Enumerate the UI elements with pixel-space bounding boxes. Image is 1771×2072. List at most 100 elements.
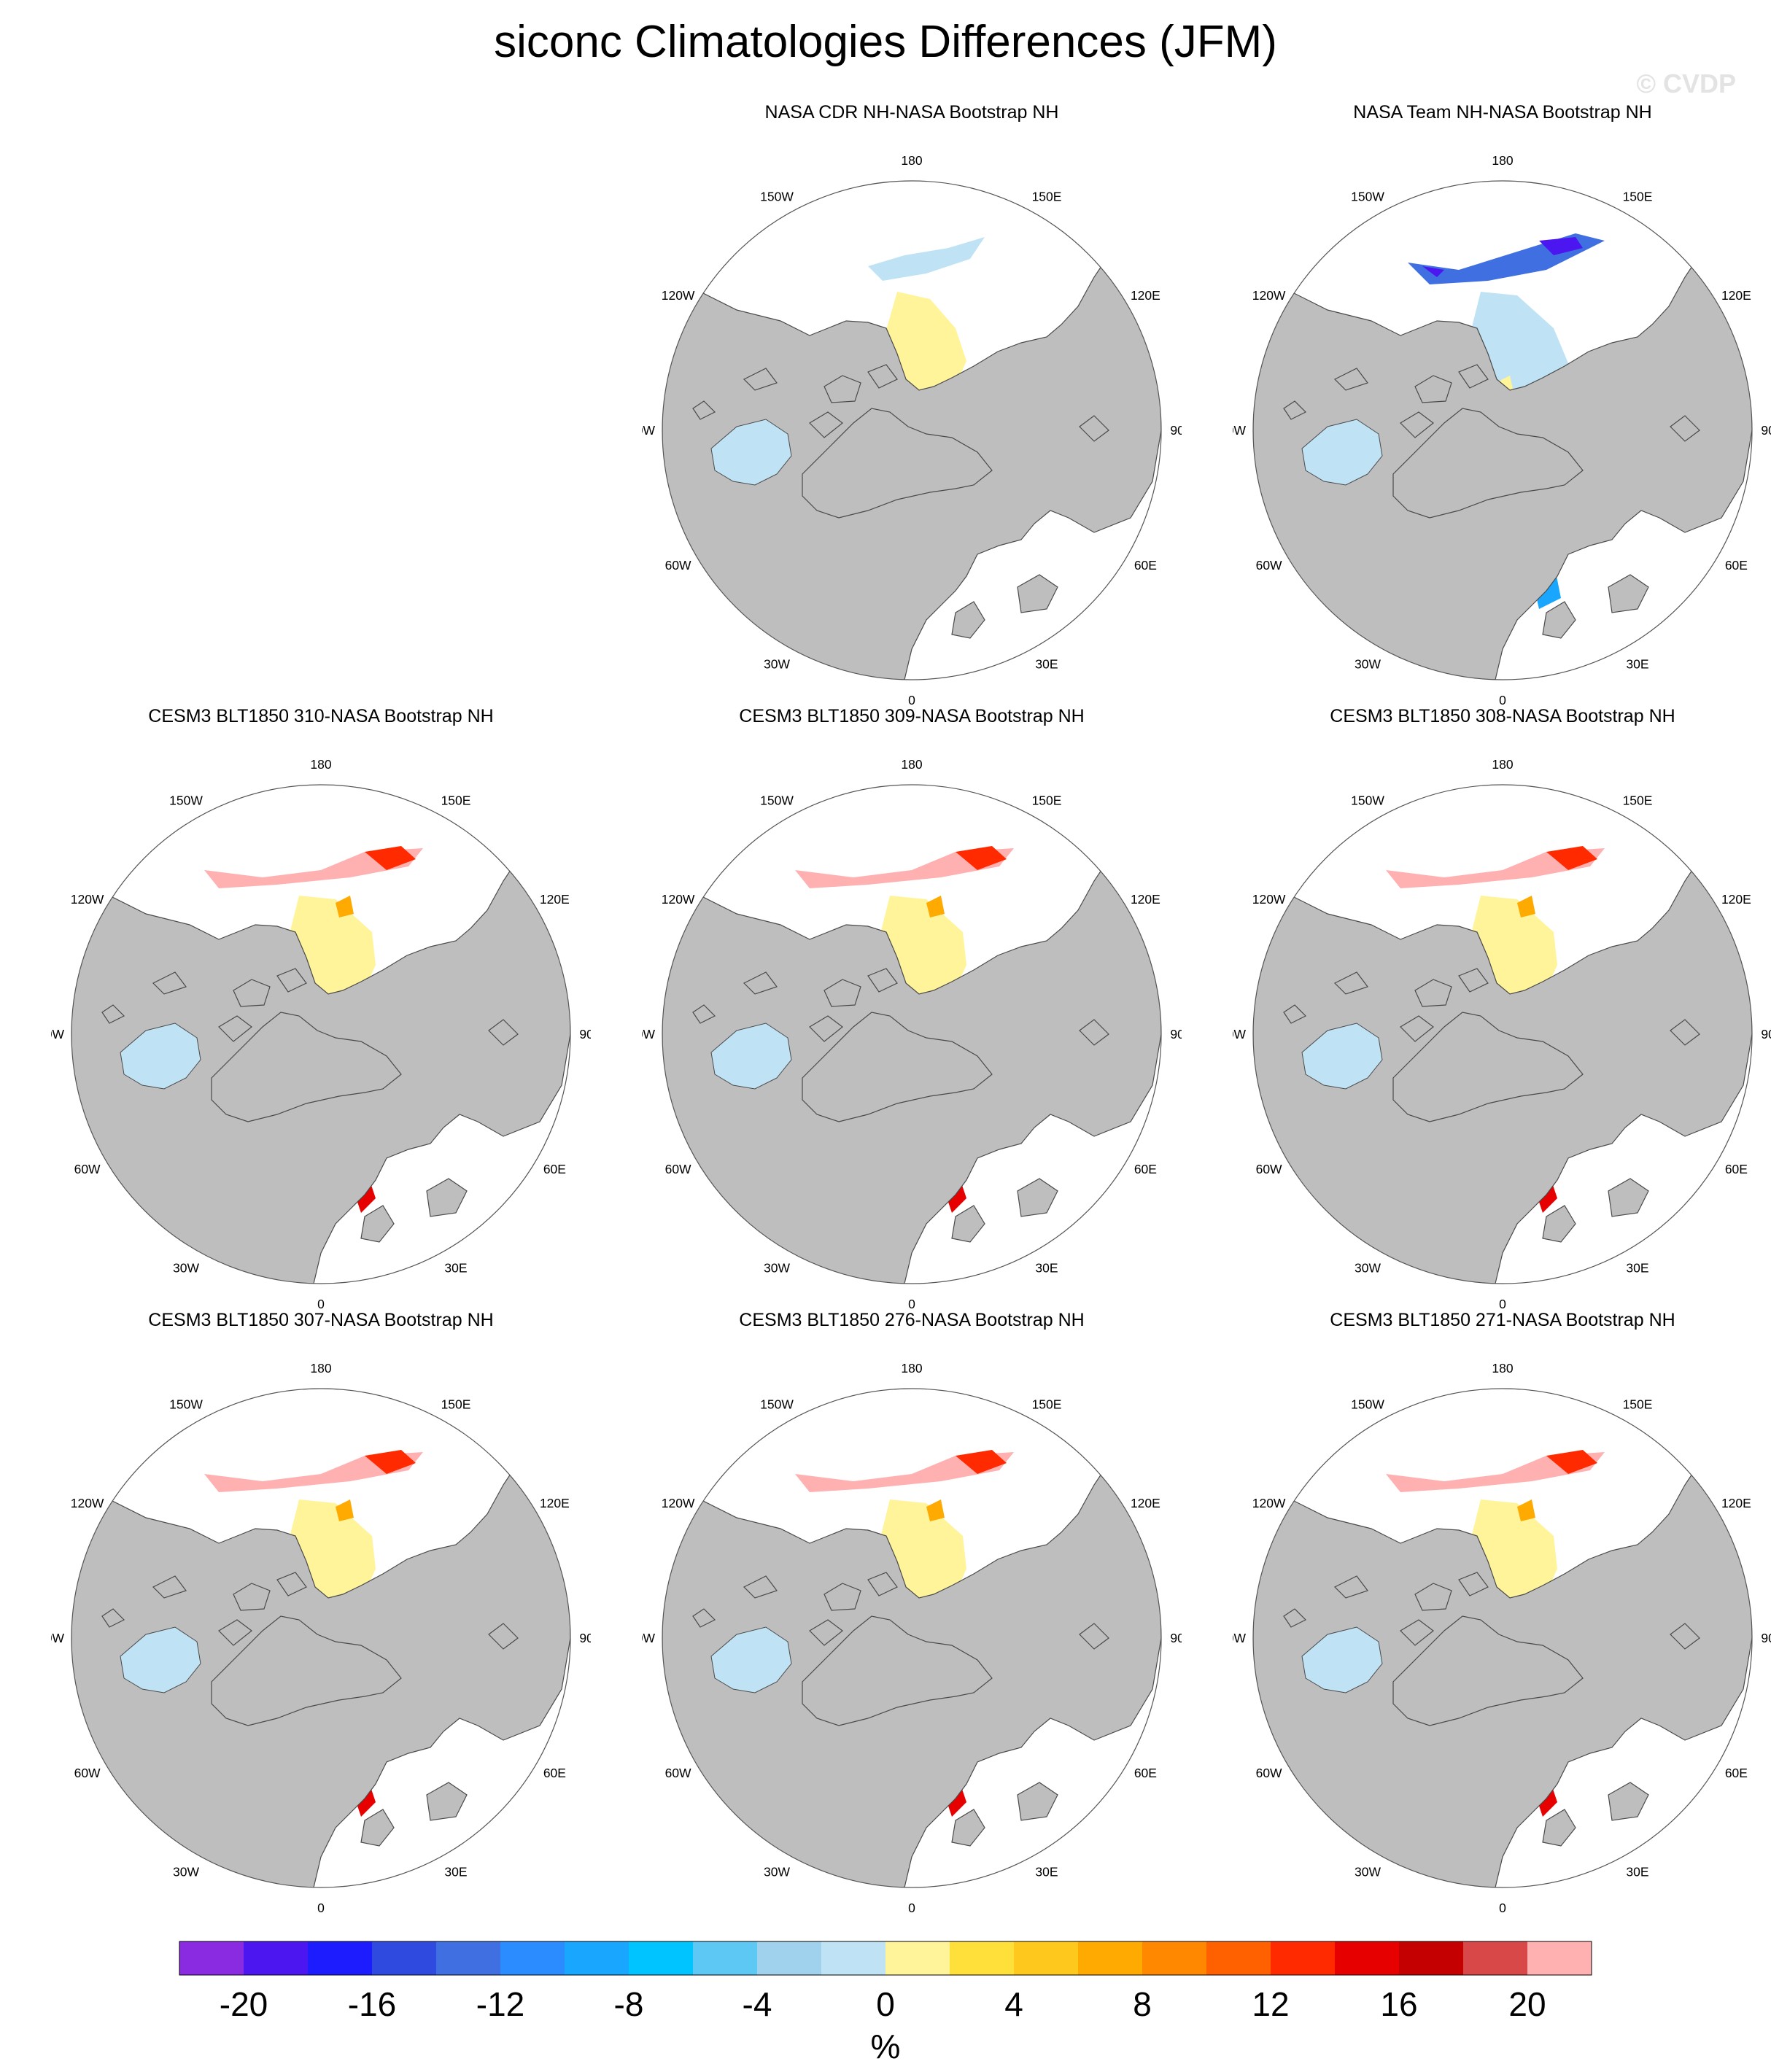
longitude-label: 120W bbox=[71, 892, 104, 907]
island bbox=[867, 364, 898, 389]
sea-ice-difference-area bbox=[204, 848, 423, 888]
longitude-label: 120W bbox=[1252, 892, 1286, 907]
colorbar-swatch bbox=[629, 1941, 694, 1975]
polar-map: 180 150E 120E 90E 60E 30E 0 30W 60W 90W 120W 150W bbox=[1233, 153, 1771, 707]
island bbox=[1283, 1608, 1307, 1628]
longitude-label: 180 bbox=[1492, 1361, 1513, 1375]
island bbox=[1283, 400, 1307, 420]
hudson-bay bbox=[1301, 1023, 1383, 1090]
island bbox=[218, 1015, 252, 1042]
panel-title: CESM3 BLT1850 310-NASA Bootstrap NH bbox=[148, 706, 494, 726]
longitude-label: 150W bbox=[169, 1397, 203, 1412]
polar-map: 180 150E 120E 90E 60E 30E 0 30W 60W 90W 120W 150W bbox=[1233, 1361, 1771, 1915]
longitude-label: 30E bbox=[1035, 656, 1058, 671]
colorbar-tick-label: -4 bbox=[743, 1985, 772, 2023]
colorbar-tick-label: 20 bbox=[1508, 1985, 1546, 2023]
island bbox=[743, 368, 778, 391]
island bbox=[824, 1583, 861, 1611]
longitude-label: 150W bbox=[760, 190, 794, 204]
island bbox=[488, 1019, 519, 1046]
longitude-label: 30E bbox=[1626, 1260, 1648, 1275]
hudson-bay bbox=[710, 419, 792, 486]
polar-map: 180 150E 120E 90E 60E 30E 0 30W 60W 90W 120W 150W bbox=[1233, 757, 1771, 1311]
longitude-label: 60E bbox=[1725, 1766, 1748, 1780]
island bbox=[426, 1178, 468, 1217]
island bbox=[743, 1575, 778, 1599]
colorbar-tick-label: 4 bbox=[1004, 1985, 1023, 2023]
polar-map: 180 150E 120E 90E 60E 30E 0 30W 60W 90W 120W 150W bbox=[642, 757, 1182, 1311]
sea-ice-difference-area bbox=[795, 848, 1014, 888]
map-boundary bbox=[1252, 180, 1753, 680]
longitude-label: 30E bbox=[1626, 1864, 1648, 1879]
map-boundary bbox=[662, 1388, 1162, 1888]
longitude-label: 0 bbox=[908, 1297, 915, 1311]
island bbox=[218, 1619, 252, 1646]
longitude-label: 90W bbox=[642, 423, 655, 438]
hudson-bay bbox=[710, 1023, 792, 1090]
longitude-label: 150W bbox=[169, 794, 203, 808]
island bbox=[1414, 1583, 1452, 1611]
longitude-label: 90W bbox=[51, 1631, 64, 1645]
island bbox=[692, 1608, 716, 1628]
colorbar-swatch bbox=[1399, 1941, 1464, 1975]
island bbox=[488, 1623, 519, 1650]
longitude-label: 120E bbox=[540, 1496, 570, 1510]
sea-ice-difference-area bbox=[926, 1499, 945, 1521]
greenland bbox=[1392, 408, 1584, 519]
island bbox=[809, 1015, 843, 1042]
longitude-label: 30E bbox=[444, 1864, 467, 1879]
sea-ice-difference-area bbox=[1517, 896, 1535, 917]
sea-ice-difference-area bbox=[926, 896, 945, 917]
island bbox=[692, 400, 716, 420]
island bbox=[360, 1205, 395, 1243]
panel-title: CESM3 BLT1850 307-NASA Bootstrap NH bbox=[148, 1310, 494, 1330]
island bbox=[1458, 1572, 1489, 1596]
island bbox=[1608, 1178, 1649, 1217]
colorbar-swatch bbox=[1335, 1941, 1400, 1975]
colorbar-swatch bbox=[436, 1941, 501, 1975]
longitude-label: 0 bbox=[1499, 693, 1506, 707]
colorbar-swatch bbox=[821, 1941, 886, 1975]
longitude-label: 60E bbox=[1725, 558, 1748, 573]
island bbox=[1670, 1623, 1700, 1650]
colorbar-swatch bbox=[1078, 1941, 1143, 1975]
island bbox=[101, 1004, 125, 1024]
longitude-label: 0 bbox=[317, 1297, 325, 1311]
longitude-label: 90E bbox=[1761, 1027, 1771, 1041]
longitude-label: 180 bbox=[1492, 153, 1513, 168]
longitude-label: 180 bbox=[310, 1361, 331, 1375]
island bbox=[1458, 364, 1489, 389]
island bbox=[824, 979, 861, 1007]
colorbar: -20 -16 -12 -8 -4 0 4 8 12 16 20% bbox=[179, 1941, 1592, 2065]
sea-ice-difference-area bbox=[365, 846, 416, 870]
hudson-bay bbox=[1301, 1626, 1383, 1693]
longitude-label: 120E bbox=[1721, 1496, 1751, 1510]
island bbox=[1670, 415, 1700, 442]
island bbox=[1283, 1004, 1307, 1024]
longitude-label: 150W bbox=[760, 1397, 794, 1412]
longitude-label: 90W bbox=[1233, 1631, 1246, 1645]
longitude-label: 0 bbox=[317, 1901, 325, 1915]
longitude-label: 60E bbox=[1134, 1162, 1157, 1176]
longitude-label: 60W bbox=[74, 1162, 101, 1176]
island bbox=[233, 979, 271, 1007]
island bbox=[1608, 574, 1649, 613]
colorbar-swatch bbox=[693, 1941, 758, 1975]
island bbox=[692, 1004, 716, 1024]
island bbox=[1608, 1782, 1649, 1821]
longitude-label: 90W bbox=[642, 1027, 655, 1041]
longitude-label: 60E bbox=[543, 1766, 566, 1780]
island bbox=[1333, 971, 1368, 995]
longitude-label: 30E bbox=[444, 1260, 467, 1275]
longitude-label: 60W bbox=[665, 1162, 691, 1176]
island bbox=[1542, 1205, 1576, 1243]
longitude-label: 60W bbox=[1256, 558, 1282, 573]
longitude-label: 0 bbox=[908, 1901, 915, 1915]
colorbar-swatch bbox=[950, 1941, 1015, 1975]
longitude-label: 180 bbox=[310, 757, 331, 772]
colorbar-tick-label: 16 bbox=[1380, 1985, 1417, 2023]
sea-ice-difference-area bbox=[956, 846, 1007, 870]
longitude-label: 120E bbox=[1721, 892, 1751, 907]
watermark: © CVDP bbox=[1636, 69, 1736, 98]
colorbar-swatch bbox=[565, 1941, 629, 1975]
